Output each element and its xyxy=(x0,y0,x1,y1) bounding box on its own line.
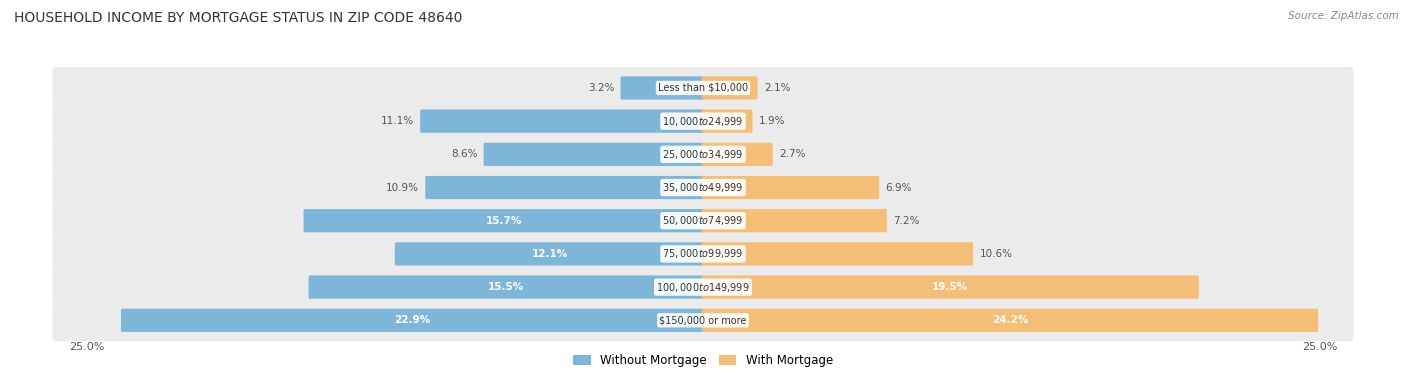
Text: 1.9%: 1.9% xyxy=(759,116,786,126)
Text: 25.0%: 25.0% xyxy=(1302,342,1337,352)
FancyBboxPatch shape xyxy=(702,209,887,232)
Text: 6.9%: 6.9% xyxy=(886,183,912,192)
Text: Source: ZipAtlas.com: Source: ZipAtlas.com xyxy=(1288,11,1399,21)
FancyBboxPatch shape xyxy=(52,233,1354,275)
FancyBboxPatch shape xyxy=(702,143,773,166)
FancyBboxPatch shape xyxy=(702,309,1317,332)
FancyBboxPatch shape xyxy=(620,76,704,99)
FancyBboxPatch shape xyxy=(52,133,1354,175)
FancyBboxPatch shape xyxy=(702,110,752,133)
Text: $25,000 to $34,999: $25,000 to $34,999 xyxy=(662,148,744,161)
FancyBboxPatch shape xyxy=(702,76,758,99)
Text: $10,000 to $24,999: $10,000 to $24,999 xyxy=(662,115,744,128)
Text: $100,000 to $149,999: $100,000 to $149,999 xyxy=(657,280,749,294)
Text: 12.1%: 12.1% xyxy=(531,249,568,259)
Text: HOUSEHOLD INCOME BY MORTGAGE STATUS IN ZIP CODE 48640: HOUSEHOLD INCOME BY MORTGAGE STATUS IN Z… xyxy=(14,11,463,25)
FancyBboxPatch shape xyxy=(420,110,704,133)
FancyBboxPatch shape xyxy=(52,67,1354,109)
Legend: Without Mortgage, With Mortgage: Without Mortgage, With Mortgage xyxy=(568,350,838,372)
FancyBboxPatch shape xyxy=(304,209,704,232)
FancyBboxPatch shape xyxy=(702,242,973,265)
FancyBboxPatch shape xyxy=(52,100,1354,142)
FancyBboxPatch shape xyxy=(52,299,1354,341)
FancyBboxPatch shape xyxy=(121,309,704,332)
Text: 10.6%: 10.6% xyxy=(980,249,1012,259)
FancyBboxPatch shape xyxy=(702,176,879,199)
Text: 10.9%: 10.9% xyxy=(385,183,419,192)
Text: 11.1%: 11.1% xyxy=(381,116,413,126)
FancyBboxPatch shape xyxy=(425,176,704,199)
FancyBboxPatch shape xyxy=(52,266,1354,308)
Text: 25.0%: 25.0% xyxy=(69,342,104,352)
FancyBboxPatch shape xyxy=(395,242,704,265)
Text: 15.5%: 15.5% xyxy=(488,282,524,292)
Text: 15.7%: 15.7% xyxy=(485,216,522,226)
Text: 24.2%: 24.2% xyxy=(991,315,1028,325)
Text: 19.5%: 19.5% xyxy=(932,282,969,292)
Text: 3.2%: 3.2% xyxy=(588,83,614,93)
Text: 22.9%: 22.9% xyxy=(395,315,430,325)
Text: $75,000 to $99,999: $75,000 to $99,999 xyxy=(662,248,744,260)
FancyBboxPatch shape xyxy=(484,143,704,166)
FancyBboxPatch shape xyxy=(702,276,1199,299)
Text: 2.7%: 2.7% xyxy=(779,149,806,160)
Text: Less than $10,000: Less than $10,000 xyxy=(658,83,748,93)
FancyBboxPatch shape xyxy=(308,276,704,299)
Text: $50,000 to $74,999: $50,000 to $74,999 xyxy=(662,214,744,227)
Text: 2.1%: 2.1% xyxy=(763,83,790,93)
Text: 7.2%: 7.2% xyxy=(893,216,920,226)
Text: $150,000 or more: $150,000 or more xyxy=(659,315,747,325)
Text: $35,000 to $49,999: $35,000 to $49,999 xyxy=(662,181,744,194)
Text: 8.6%: 8.6% xyxy=(451,149,477,160)
FancyBboxPatch shape xyxy=(52,167,1354,208)
FancyBboxPatch shape xyxy=(52,200,1354,242)
